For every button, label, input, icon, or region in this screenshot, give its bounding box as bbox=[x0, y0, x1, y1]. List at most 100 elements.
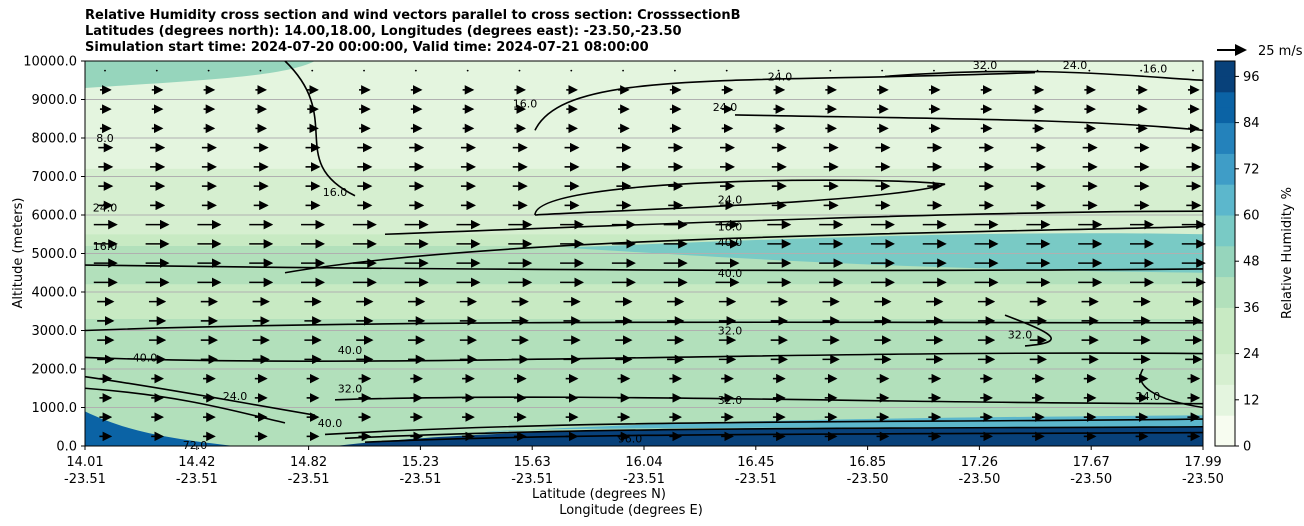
y-tick-label: 8000.0 bbox=[32, 132, 78, 147]
y-tick-label: 5000.0 bbox=[32, 247, 78, 262]
wind-vector bbox=[104, 69, 106, 72]
gridlines bbox=[85, 99, 1203, 408]
y-tick-label: 6000.0 bbox=[32, 209, 78, 224]
colorbar-segment bbox=[1215, 184, 1235, 201]
x-axis-label-longitude: Longitude (degrees E) bbox=[559, 503, 703, 518]
contour-label: 40.0 bbox=[338, 344, 363, 357]
colorbar-segment bbox=[1215, 107, 1235, 124]
contour-label: 16.0 bbox=[1143, 63, 1168, 76]
wind-vector bbox=[518, 69, 521, 72]
contour-label: 8.0 bbox=[96, 132, 114, 145]
colorbar-segment bbox=[1215, 399, 1235, 416]
x-tick-longitude: -23.50 bbox=[847, 472, 889, 487]
colorbar-segment bbox=[1215, 76, 1235, 93]
title-line-3: Simulation start time: 2024-07-20 00:00:… bbox=[85, 40, 649, 55]
wind-vector bbox=[207, 69, 210, 72]
contour-line bbox=[364, 431, 1204, 443]
colorbar-tick-label: 72 bbox=[1243, 162, 1260, 177]
contour-label: 24.0 bbox=[1063, 59, 1088, 72]
x-tick-latitude: 14.01 bbox=[66, 455, 103, 470]
colorbar-segment bbox=[1215, 430, 1235, 447]
y-axis-ticks: 0.0 1000.0 2000.0 3000.0 4000.0 5000.0 6000.0 7… bbox=[23, 55, 85, 455]
colorbar-tick-label: 36 bbox=[1243, 301, 1260, 316]
y-tick-label: 1000.0 bbox=[32, 401, 78, 416]
wind-vector bbox=[1140, 69, 1143, 72]
contour-label: 32.0 bbox=[718, 325, 743, 338]
contour-label: 24.0 bbox=[718, 194, 743, 207]
wind-vector bbox=[725, 69, 728, 72]
field-band bbox=[85, 234, 1203, 246]
colorbar-tick-label: 84 bbox=[1243, 116, 1260, 131]
x-tick-latitude: 16.85 bbox=[849, 455, 886, 470]
chart-title: Relative Humidity cross section and wind… bbox=[85, 8, 741, 56]
contour-label: 72.0 bbox=[183, 439, 208, 452]
contour-label: 16.0 bbox=[323, 186, 348, 199]
colorbar-tick-label: 60 bbox=[1243, 209, 1260, 224]
x-tick-longitude: -23.50 bbox=[1070, 472, 1112, 487]
x-tick-longitude: -23.51 bbox=[64, 472, 106, 487]
contour-label: 24.0 bbox=[768, 70, 793, 83]
field-band bbox=[85, 284, 1203, 319]
y-tick-label: 2000.0 bbox=[32, 363, 78, 378]
colorbar-segment bbox=[1215, 322, 1235, 339]
contour-label: 40.0 bbox=[133, 351, 158, 364]
contour-label: 40.0 bbox=[318, 417, 343, 430]
colorbar-segment bbox=[1215, 307, 1235, 324]
x-tick-longitude: -23.50 bbox=[958, 472, 1000, 487]
contour-label: 24.0 bbox=[1136, 390, 1161, 403]
x-tick-latitude: 17.99 bbox=[1184, 455, 1221, 470]
x-axis-label-latitude: Latitude (degrees N) bbox=[532, 487, 666, 502]
contour-label: 40.0 bbox=[718, 267, 743, 280]
x-tick-latitude: 15.63 bbox=[514, 455, 551, 470]
x-tick-latitude: 17.26 bbox=[961, 455, 998, 470]
wind-vector bbox=[1088, 69, 1091, 72]
quiver-key-label: 25 m/s bbox=[1258, 44, 1303, 59]
colorbar-tick-label: 96 bbox=[1243, 70, 1260, 85]
contour-line bbox=[384, 210, 1204, 236]
x-tick-latitude: 14.42 bbox=[178, 455, 215, 470]
colorbar: 0 12 24 36 48 60 72 84 96 bbox=[1214, 60, 1260, 455]
x-tick-latitude: 17.67 bbox=[1073, 455, 1110, 470]
contour-lines bbox=[84, 60, 1204, 443]
x-tick-latitude: 16.04 bbox=[625, 455, 662, 470]
colorbar-segment bbox=[1215, 153, 1235, 170]
x-tick-longitude: -23.51 bbox=[511, 472, 553, 487]
wind-vector bbox=[1036, 69, 1039, 72]
contour-line bbox=[84, 352, 1204, 362]
field-band bbox=[85, 268, 1203, 285]
contour-label: 16.0 bbox=[93, 240, 118, 253]
contour-label: 40.0 bbox=[718, 236, 743, 249]
colorbar-segment bbox=[1215, 138, 1235, 154]
contour-line bbox=[84, 375, 316, 416]
contour-label: 24.0 bbox=[93, 201, 118, 214]
colorbar-segment bbox=[1215, 199, 1235, 216]
colorbar-segment bbox=[1215, 261, 1235, 278]
wind-vector bbox=[933, 69, 935, 72]
wind-vector bbox=[311, 69, 314, 72]
wind-vector bbox=[155, 69, 158, 72]
colorbar-segment bbox=[1215, 230, 1235, 247]
x-tick-longitude: -23.50 bbox=[1182, 472, 1224, 487]
x-axis-ticks: 14.01 -23.51 14.42 -23.51 14.82 -23.51 15.23 -2… bbox=[64, 446, 1224, 487]
y-tick-label: 0.0 bbox=[56, 440, 77, 455]
colorbar-segment bbox=[1215, 415, 1235, 432]
surface-transition-layer bbox=[485, 415, 1203, 433]
wind-vector bbox=[881, 69, 884, 72]
wind-vector bbox=[622, 69, 624, 72]
wind-vector bbox=[414, 69, 417, 72]
colorbar-tick-label: 48 bbox=[1243, 255, 1260, 270]
colorbar-frame bbox=[1214, 60, 1236, 447]
y-axis-label: Altitude (meters) bbox=[11, 198, 26, 309]
contour-label: 32.0 bbox=[973, 59, 998, 72]
field-band bbox=[85, 99, 1203, 169]
contour-label: 32.0 bbox=[338, 382, 363, 395]
x-tick-longitude: -23.51 bbox=[399, 472, 441, 487]
contour-line bbox=[334, 396, 1204, 405]
colorbar-tick-label: 24 bbox=[1243, 347, 1260, 362]
wind-vector bbox=[363, 69, 365, 72]
colorbar-segment bbox=[1215, 215, 1235, 231]
y-tick-label: 3000.0 bbox=[32, 324, 78, 339]
contour-label: 96.0 bbox=[618, 432, 643, 445]
surface-moist-left bbox=[85, 411, 235, 446]
